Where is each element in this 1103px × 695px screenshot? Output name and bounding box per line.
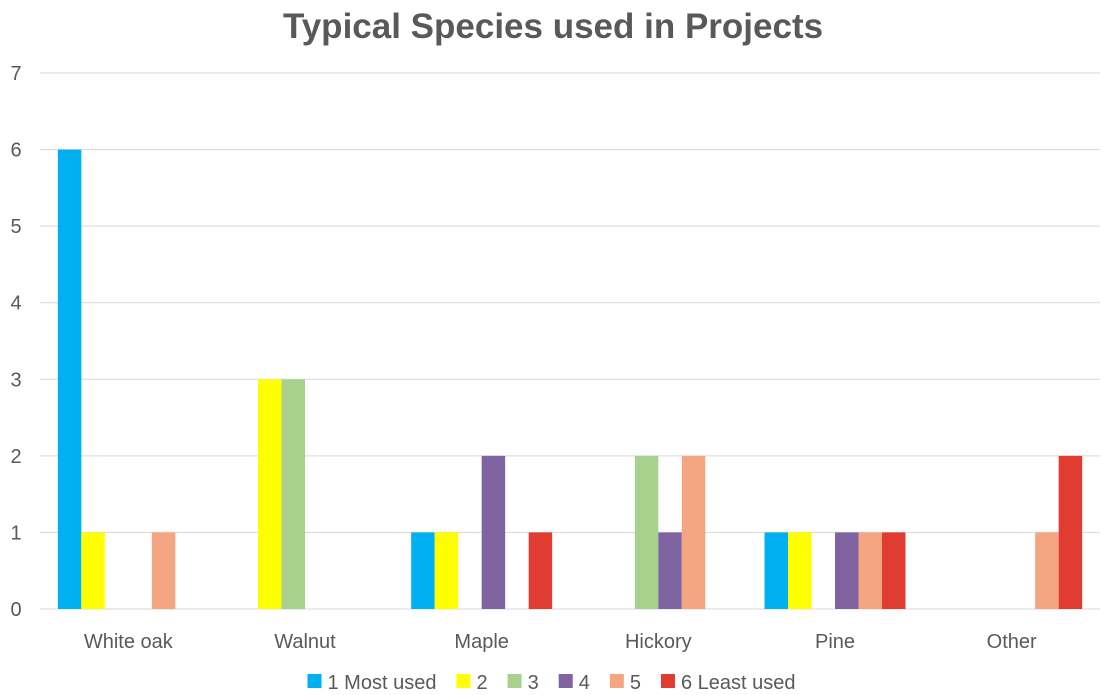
bar <box>835 532 859 609</box>
legend-item: 1 Most used <box>307 672 437 694</box>
bar <box>658 532 682 609</box>
bar <box>281 379 305 609</box>
bars <box>57 149 1083 610</box>
y-tick-label: 7 <box>10 63 21 85</box>
bar <box>858 532 882 609</box>
legend-label: 6 Least used <box>681 672 796 694</box>
legend-swatch <box>307 674 322 688</box>
legend-label: 1 Most used <box>328 672 437 694</box>
y-tick-label: 0 <box>10 599 21 621</box>
bar <box>151 532 176 609</box>
y-tick-label: 3 <box>10 369 21 391</box>
x-category-label: Maple <box>454 631 508 653</box>
chart-title: Typical Species used in Projects <box>283 7 823 46</box>
y-tick-label: 2 <box>10 446 21 468</box>
bar <box>481 455 506 609</box>
y-tick-label: 4 <box>10 293 21 315</box>
bar <box>1058 455 1083 609</box>
legend-item: 6 Least used <box>660 672 796 694</box>
legend-label: 5 <box>630 672 641 694</box>
bar <box>258 379 282 609</box>
bar <box>764 532 788 609</box>
legend-swatch <box>456 674 471 688</box>
bar <box>434 532 459 609</box>
bar <box>681 455 706 609</box>
legend-swatch <box>507 674 522 688</box>
legend-swatch <box>609 674 624 688</box>
x-axis-category-labels: White oak Walnut Maple Hickory Pine Other <box>84 631 1037 653</box>
legend-swatch <box>558 674 573 688</box>
x-category-label: Other <box>987 631 1037 653</box>
y-tick-label: 6 <box>10 140 21 162</box>
x-category-label: Pine <box>815 631 855 653</box>
legend-item: 5 <box>609 672 641 694</box>
x-category-label: Walnut <box>274 631 336 653</box>
bar <box>411 532 435 609</box>
bar <box>1035 532 1059 609</box>
bar <box>634 455 659 609</box>
gridlines <box>40 72 1100 610</box>
bar <box>57 149 82 610</box>
legend-label: 2 <box>476 672 487 694</box>
y-tick-label: 5 <box>10 216 21 238</box>
y-tick-label: 1 <box>10 522 21 544</box>
legend-item: 3 <box>507 672 539 694</box>
bar <box>81 532 105 609</box>
bar <box>528 532 553 609</box>
legend: 1 Most used 2 3 4 5 6 Least used <box>307 672 796 694</box>
legend-label: 4 <box>579 672 590 694</box>
bar <box>788 532 812 609</box>
bar <box>882 532 906 609</box>
x-category-label: White oak <box>84 631 174 653</box>
x-category-label: Hickory <box>625 631 692 653</box>
legend-item: 2 <box>456 672 488 694</box>
y-axis-tick-labels: 0 1 2 3 4 5 6 7 <box>10 63 21 621</box>
legend-label: 3 <box>528 672 539 694</box>
legend-item: 4 <box>558 672 590 694</box>
legend-swatch <box>660 674 675 688</box>
